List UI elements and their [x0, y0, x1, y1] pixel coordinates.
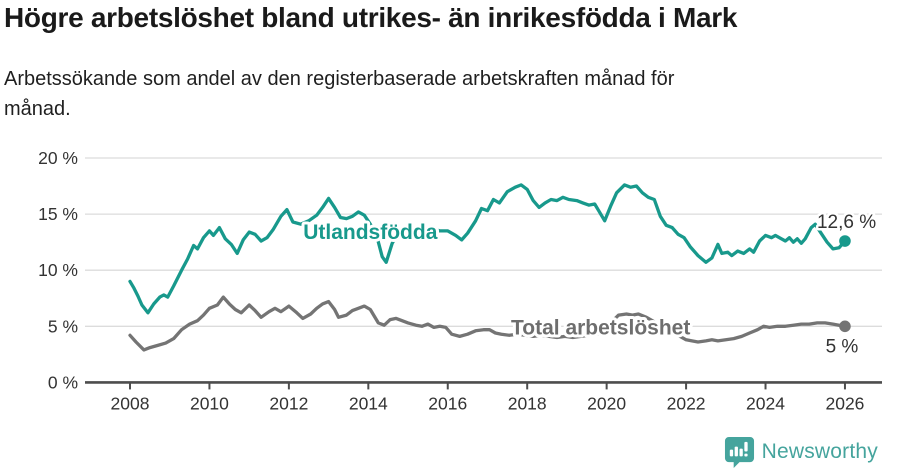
newsworthy-logo: Newsworthy	[724, 436, 878, 468]
newsworthy-wordmark: Newsworthy	[761, 440, 878, 463]
x-axis-label-2024: 2024	[746, 393, 785, 413]
x-axis-label-2012: 2012	[269, 393, 308, 413]
y-axis-label-10: 10 %	[38, 260, 78, 280]
chart-subtitle: Arbetssökande som andel av den registerb…	[4, 68, 675, 120]
y-axis-label-15: 15 %	[38, 204, 78, 224]
series-label-total: Total arbetslöshet	[511, 316, 690, 339]
x-axis-label-2014: 2014	[349, 393, 388, 413]
series-end-dot-utlandsfodda	[839, 235, 851, 247]
x-axis-label-2020: 2020	[587, 393, 626, 413]
series-line-total	[128, 295, 847, 352]
y-axis-label-20: 20 %	[38, 148, 78, 168]
series-annotation-utlandsfodda: 12,6 %	[817, 212, 876, 233]
series-label-utlandsfodda: Utlandsfödda	[303, 221, 437, 244]
series-annotation-total: 5 %	[826, 336, 859, 357]
x-axis-label-2016: 2016	[428, 393, 467, 413]
y-axis-label-0: 0 %	[48, 372, 78, 392]
x-axis-label-2026: 2026	[825, 393, 864, 413]
chart-canvas: 0 % 5 % 10 % 15 % 20 % 2008 2010 2012 2014 2016 20…	[38, 148, 882, 413]
series-line-utlandsfodda	[128, 183, 847, 315]
newsworthy-bubble-chart-icon	[724, 436, 754, 468]
series-end-dot-total	[839, 320, 851, 333]
x-axis-label-2018: 2018	[508, 393, 547, 413]
x-axis-label-2008: 2008	[111, 393, 150, 413]
line-chart: 0 % 5 % 10 % 15 % 20 % 2008 2010 2012 2014 2016 20…	[0, 140, 900, 430]
x-axis-label-2010: 2010	[190, 393, 229, 413]
page-title: Högre arbetslöshet bland utrikes- än inr…	[4, 2, 738, 33]
x-axis-label-2022: 2022	[667, 393, 706, 413]
y-axis-label-5: 5 %	[48, 316, 78, 336]
